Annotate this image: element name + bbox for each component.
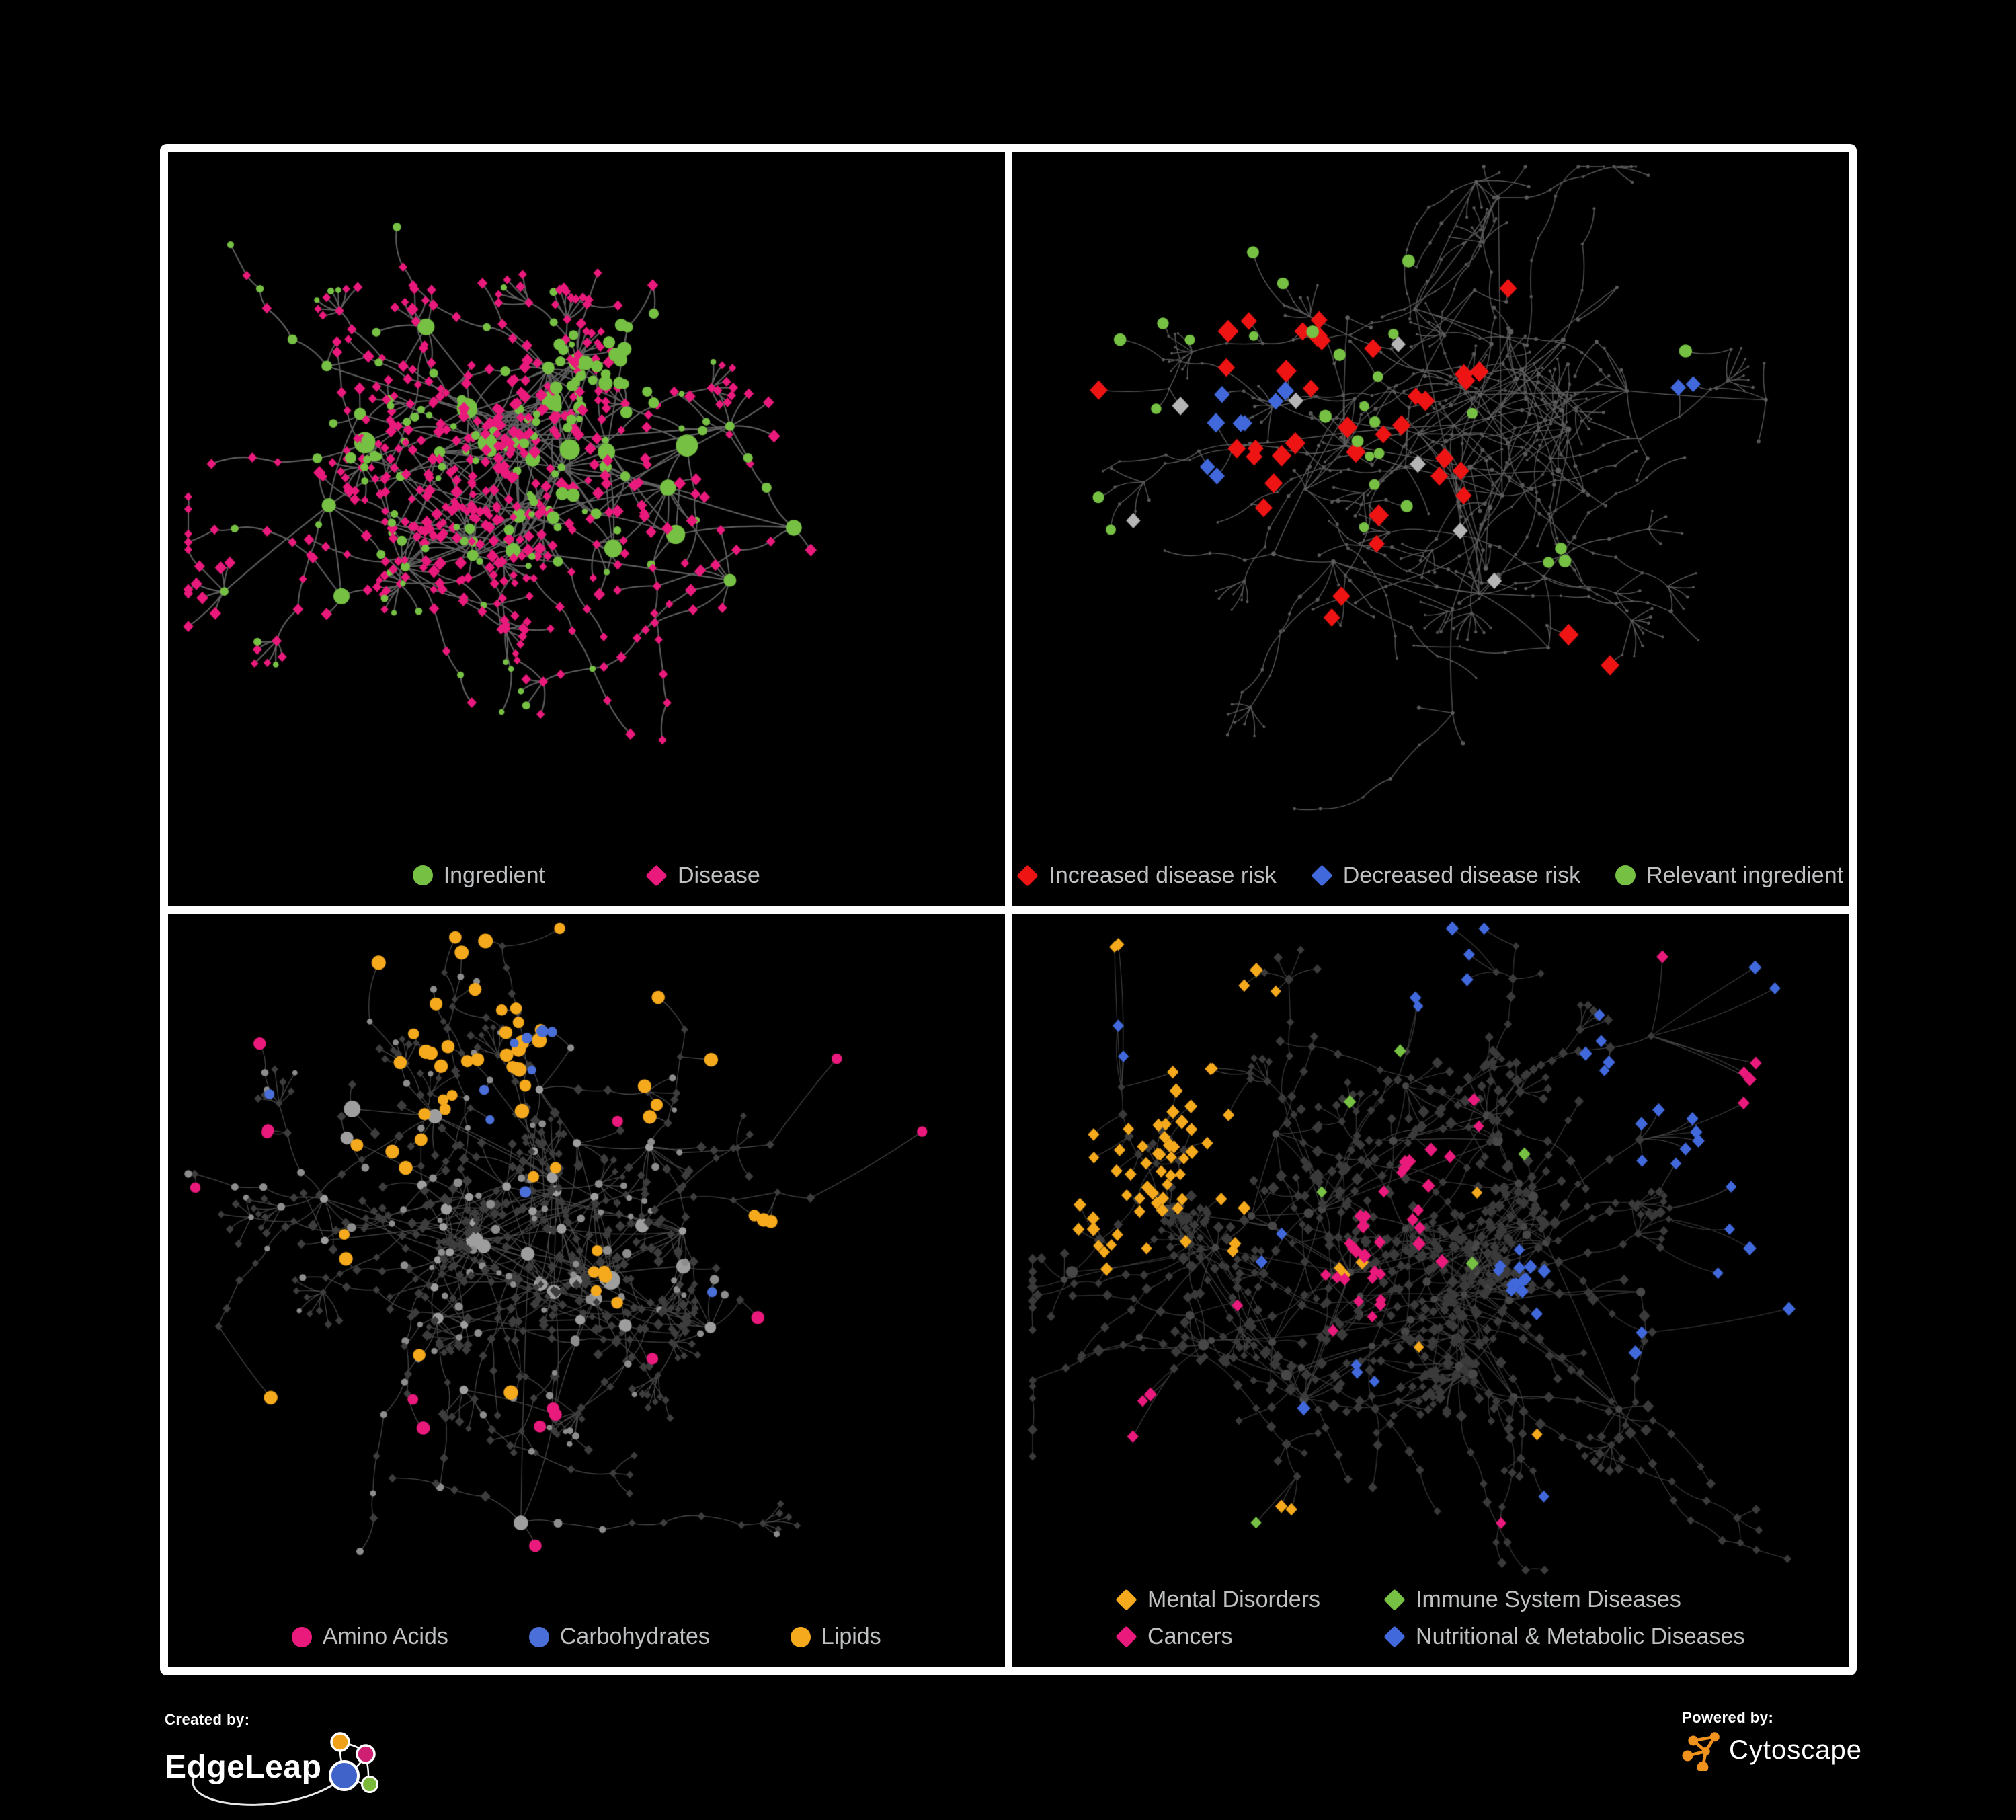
network-canvas-disease-categories (1012, 913, 1849, 1667)
legend-label: Lipids (821, 1624, 881, 1649)
legend-item: Nutritional & Metabolic Diseases (1383, 1624, 1745, 1650)
legend-item: Lipids (790, 1624, 881, 1650)
legend-label: Ingredient (443, 862, 545, 888)
panel-grid: Ingredient Disease Increased disease risk… (160, 144, 1857, 1675)
cytoscape-logo-icon (1682, 1732, 1720, 1771)
legend-label: Mental Disorders (1147, 1587, 1321, 1612)
legend-label: Relevant ingredient (1646, 862, 1844, 888)
edgeleap-wordmark: EdgeLeap (165, 1749, 322, 1785)
legend-item: Cancers (1115, 1624, 1233, 1650)
cytoscape-wordmark: Cytoscape (1729, 1735, 1862, 1765)
legend-item: Mental Disorders (1115, 1587, 1321, 1613)
legend-label: Nutritional & Metabolic Diseases (1416, 1624, 1745, 1649)
edgeleap-credit: Created by: EdgeLeap (165, 1711, 386, 1806)
circle-node-icon (1615, 865, 1636, 885)
legend-label: Amino Acids (322, 1624, 448, 1649)
panel-nutrient-classes: Amino Acids Carbohydrates Lipids (168, 913, 1005, 1667)
circle-node-icon (790, 1626, 811, 1647)
legend-ingredient-disease: Ingredient Disease (168, 863, 1005, 889)
legend-label: Increased disease risk (1049, 862, 1277, 888)
legend-item: Amino Acids (291, 1624, 448, 1650)
edgeleap-brand-row: EdgeLeap (165, 1732, 386, 1806)
diamond-node-icon (1016, 864, 1039, 887)
diamond-node-icon (1383, 1589, 1406, 1611)
diamond-node-icon (1115, 1589, 1137, 1611)
legend-item: Increased disease risk (1016, 862, 1277, 889)
legend-label: Immune System Diseases (1416, 1587, 1681, 1612)
legend-item: Disease (645, 862, 760, 889)
legend-item: Relevant ingredient (1615, 863, 1843, 889)
network-canvas-ingredient-disease (168, 152, 1005, 906)
legend-item: Immune System Diseases (1383, 1587, 1681, 1613)
diamond-node-icon (1383, 1626, 1406, 1648)
cytoscape-credit: Powered by: Cytoscape (1682, 1709, 1862, 1771)
circle-node-icon (291, 1626, 312, 1647)
powered-by-label: Powered by: (1682, 1709, 1774, 1726)
diamond-node-icon (645, 864, 668, 887)
legend-label: Disease (677, 862, 760, 888)
legend-nutrient-classes: Amino Acids Carbohydrates Lipids (168, 1624, 1005, 1650)
legend-label: Carbohydrates (559, 1624, 710, 1649)
diamond-node-icon (1310, 864, 1333, 887)
legend-item: Ingredient (412, 862, 545, 889)
legend-disease-risk: Increased disease risk Decreased disease … (1012, 863, 1849, 889)
panel-disease-categories: Mental Disorders Immune System Diseases Ca… (1012, 913, 1849, 1667)
edgeleap-logo-icon (192, 1732, 379, 1806)
legend-label: Cancers (1147, 1624, 1233, 1649)
panel-ingredient-disease: Ingredient Disease (168, 152, 1005, 906)
legend-item: Carbohydrates (528, 1624, 710, 1650)
circle-node-icon (412, 865, 433, 885)
legend-label: Decreased disease risk (1342, 862, 1581, 888)
created-by-label: Created by: (165, 1711, 250, 1728)
legend-disease-categories: Mental Disorders Immune System Diseases Ca… (1012, 1587, 1849, 1650)
network-canvas-disease-risk (1012, 152, 1849, 906)
network-canvas-nutrient-classes (168, 913, 1005, 1667)
diamond-node-icon (1115, 1626, 1137, 1648)
panel-disease-risk: Increased disease risk Decreased disease … (1012, 152, 1849, 906)
circle-node-icon (528, 1626, 549, 1647)
cytoscape-brand-row: Cytoscape (1682, 1729, 1862, 1771)
legend-item: Decreased disease risk (1310, 862, 1581, 889)
